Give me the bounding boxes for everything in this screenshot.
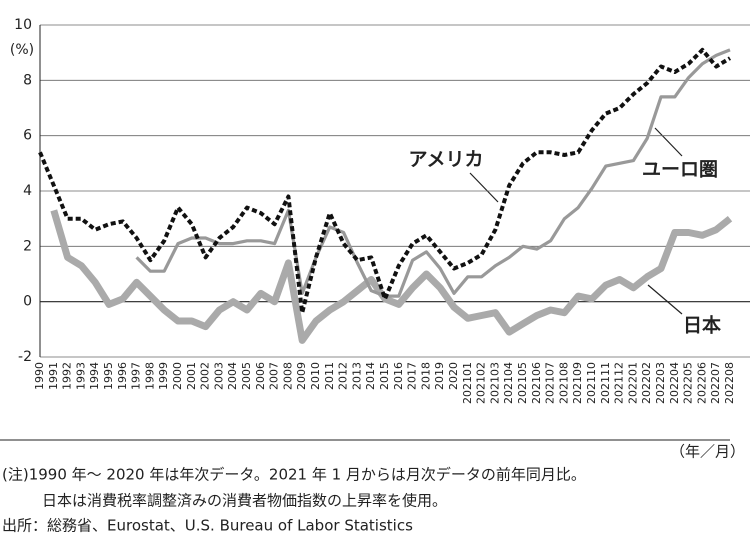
x-tick-label: 1991: [47, 362, 60, 390]
x-tick-label: 202106: [530, 362, 543, 404]
x-tick-label: 202203: [654, 362, 667, 404]
series-label: アメリカ: [408, 149, 483, 171]
x-tick-label: 2013: [350, 362, 363, 390]
series-line: [50, 209, 733, 344]
x-tick-label: 2016: [392, 362, 405, 390]
leader-line: [647, 284, 683, 315]
x-tick-label: 2018: [419, 362, 432, 390]
x-tick-label: 202110: [585, 362, 598, 404]
x-tick-label: 2011: [323, 362, 336, 390]
x-tick-label: 2019: [433, 362, 446, 390]
x-tick-label: 202105: [516, 362, 529, 404]
y-tick-label: -2: [18, 349, 32, 365]
series-label: ユーロ圏: [642, 159, 718, 181]
x-tick-label: 1999: [157, 362, 170, 390]
x-tick-label: 202103: [488, 362, 501, 404]
x-tick-label: 202101: [461, 362, 474, 404]
x-tick-label: 2005: [240, 362, 253, 390]
x-tick-label: 202104: [502, 362, 515, 404]
leader-line: [469, 172, 499, 203]
x-tick-label: 1993: [74, 362, 87, 390]
x-tick-label: 1998: [143, 362, 156, 390]
source: 出所：総務省、Eurostat、U.S. Bureau of Labor Sta…: [2, 517, 413, 535]
x-tick-label: 202108: [557, 362, 570, 404]
x-tick-label: 2002: [199, 362, 212, 390]
x-tick-label: 2012: [337, 362, 350, 390]
x-tick-label: 2014: [364, 362, 377, 390]
x-unit: （年／月）: [670, 443, 745, 461]
x-tick-label: 1995: [102, 362, 115, 390]
series-line: [135, 48, 731, 298]
y-tick-label: 8: [23, 72, 32, 88]
x-tick-label: 2001: [185, 362, 198, 390]
x-tick-label: 1997: [130, 362, 143, 390]
x-tick-label: 202112: [613, 362, 626, 404]
series-line: [38, 47, 732, 315]
x-tick-label: 202111: [599, 362, 612, 404]
y-tick-label: 10: [14, 17, 32, 33]
series-label: 日本: [683, 314, 721, 337]
x-tick-label: 202206: [695, 362, 708, 404]
x-tick-label: 202204: [668, 362, 681, 404]
x-tick-label: 2017: [406, 362, 419, 390]
y-tick-label: 0: [23, 294, 32, 310]
x-tick-label: 202205: [682, 362, 695, 404]
x-tick-label: 2007: [268, 362, 281, 390]
x-tick-label: 2008: [281, 362, 294, 390]
x-tick-label: 202201: [626, 362, 639, 404]
x-tick-label: 202202: [640, 362, 653, 404]
y-tick-label: 4: [23, 183, 32, 199]
x-tick-label: 2000: [171, 362, 184, 390]
x-tick-label: 2004: [226, 362, 239, 390]
note: (注)1990 年～ 2020 年は年次データ。2021 年 1 月からは月次デ…: [2, 466, 586, 484]
x-tick-label: 202208: [723, 362, 736, 404]
note: 日本は消費税率調整済みの消費者物価指数の上昇率を使用。: [42, 492, 447, 510]
y-tick-label: 6: [23, 128, 32, 144]
x-tick-label: 2010: [309, 362, 322, 390]
x-tick-label: 2006: [254, 362, 267, 390]
x-tick-label: 2009: [295, 362, 308, 390]
x-tick-label: 2003: [212, 362, 225, 390]
x-tick-label: 1992: [61, 362, 74, 390]
x-tick-label: 1994: [88, 362, 101, 390]
y-unit: (%): [10, 42, 34, 58]
x-tick-label: 202107: [544, 362, 557, 404]
x-tick-label: 1990: [33, 362, 46, 390]
x-tick-label: 2020: [447, 362, 460, 390]
y-tick-label: 2: [23, 238, 32, 254]
x-tick-label: 1996: [116, 362, 129, 390]
leader-line: [654, 127, 683, 157]
x-tick-label: 202102: [475, 362, 488, 404]
x-tick-label: 202207: [709, 362, 722, 404]
x-tick-label: 2015: [378, 362, 391, 390]
x-tick-label: 202109: [571, 362, 584, 404]
